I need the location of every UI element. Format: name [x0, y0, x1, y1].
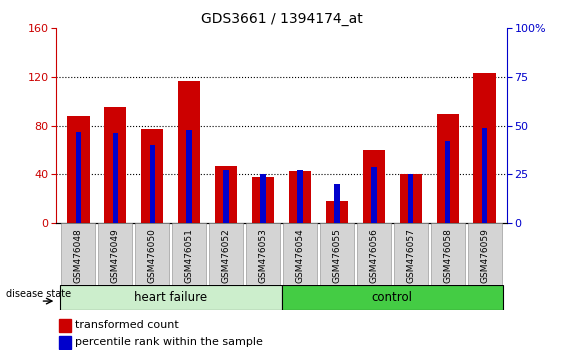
- FancyBboxPatch shape: [60, 285, 282, 310]
- Text: GSM476048: GSM476048: [74, 228, 83, 283]
- Text: disease state: disease state: [6, 289, 71, 299]
- Bar: [260, 175, 266, 223]
- Bar: [59, 319, 71, 332]
- Text: GSM476049: GSM476049: [111, 228, 120, 283]
- Bar: [445, 141, 450, 223]
- Bar: [215, 166, 237, 223]
- Text: GSM476059: GSM476059: [480, 228, 489, 283]
- Text: GSM476058: GSM476058: [443, 228, 452, 283]
- Bar: [113, 133, 118, 223]
- Text: GSM476057: GSM476057: [406, 228, 415, 283]
- Text: GSM476050: GSM476050: [148, 228, 157, 283]
- Bar: [150, 145, 155, 223]
- FancyBboxPatch shape: [357, 223, 391, 285]
- FancyBboxPatch shape: [209, 223, 243, 285]
- FancyBboxPatch shape: [394, 223, 428, 285]
- FancyBboxPatch shape: [283, 223, 317, 285]
- FancyBboxPatch shape: [320, 223, 354, 285]
- Bar: [289, 171, 311, 223]
- FancyBboxPatch shape: [172, 223, 206, 285]
- Text: GSM476056: GSM476056: [369, 228, 378, 283]
- Bar: [482, 127, 488, 223]
- Bar: [68, 116, 90, 223]
- FancyBboxPatch shape: [431, 223, 464, 285]
- FancyBboxPatch shape: [61, 223, 96, 285]
- Bar: [141, 129, 163, 223]
- Bar: [408, 175, 413, 223]
- Text: GSM476053: GSM476053: [258, 228, 267, 283]
- Bar: [224, 170, 229, 223]
- Bar: [400, 175, 422, 223]
- Text: transformed count: transformed count: [75, 320, 179, 330]
- Bar: [75, 131, 81, 223]
- FancyBboxPatch shape: [99, 223, 132, 285]
- Text: GSM476051: GSM476051: [185, 228, 194, 283]
- FancyBboxPatch shape: [467, 223, 502, 285]
- Bar: [334, 184, 339, 223]
- Bar: [186, 130, 192, 223]
- Bar: [473, 73, 495, 223]
- FancyBboxPatch shape: [282, 285, 503, 310]
- Text: heart failure: heart failure: [134, 291, 207, 304]
- Text: percentile rank within the sample: percentile rank within the sample: [75, 337, 263, 347]
- Bar: [59, 336, 71, 349]
- Text: control: control: [372, 291, 413, 304]
- FancyBboxPatch shape: [246, 223, 280, 285]
- Bar: [436, 114, 459, 223]
- Bar: [363, 150, 385, 223]
- Bar: [326, 201, 348, 223]
- Bar: [104, 107, 127, 223]
- Text: GSM476054: GSM476054: [296, 228, 305, 283]
- Bar: [297, 170, 303, 223]
- Text: GSM476055: GSM476055: [332, 228, 341, 283]
- Text: GSM476052: GSM476052: [222, 228, 231, 283]
- Title: GDS3661 / 1394174_at: GDS3661 / 1394174_at: [200, 12, 363, 26]
- FancyBboxPatch shape: [135, 223, 169, 285]
- Bar: [371, 167, 377, 223]
- Bar: [252, 177, 274, 223]
- Bar: [178, 81, 200, 223]
